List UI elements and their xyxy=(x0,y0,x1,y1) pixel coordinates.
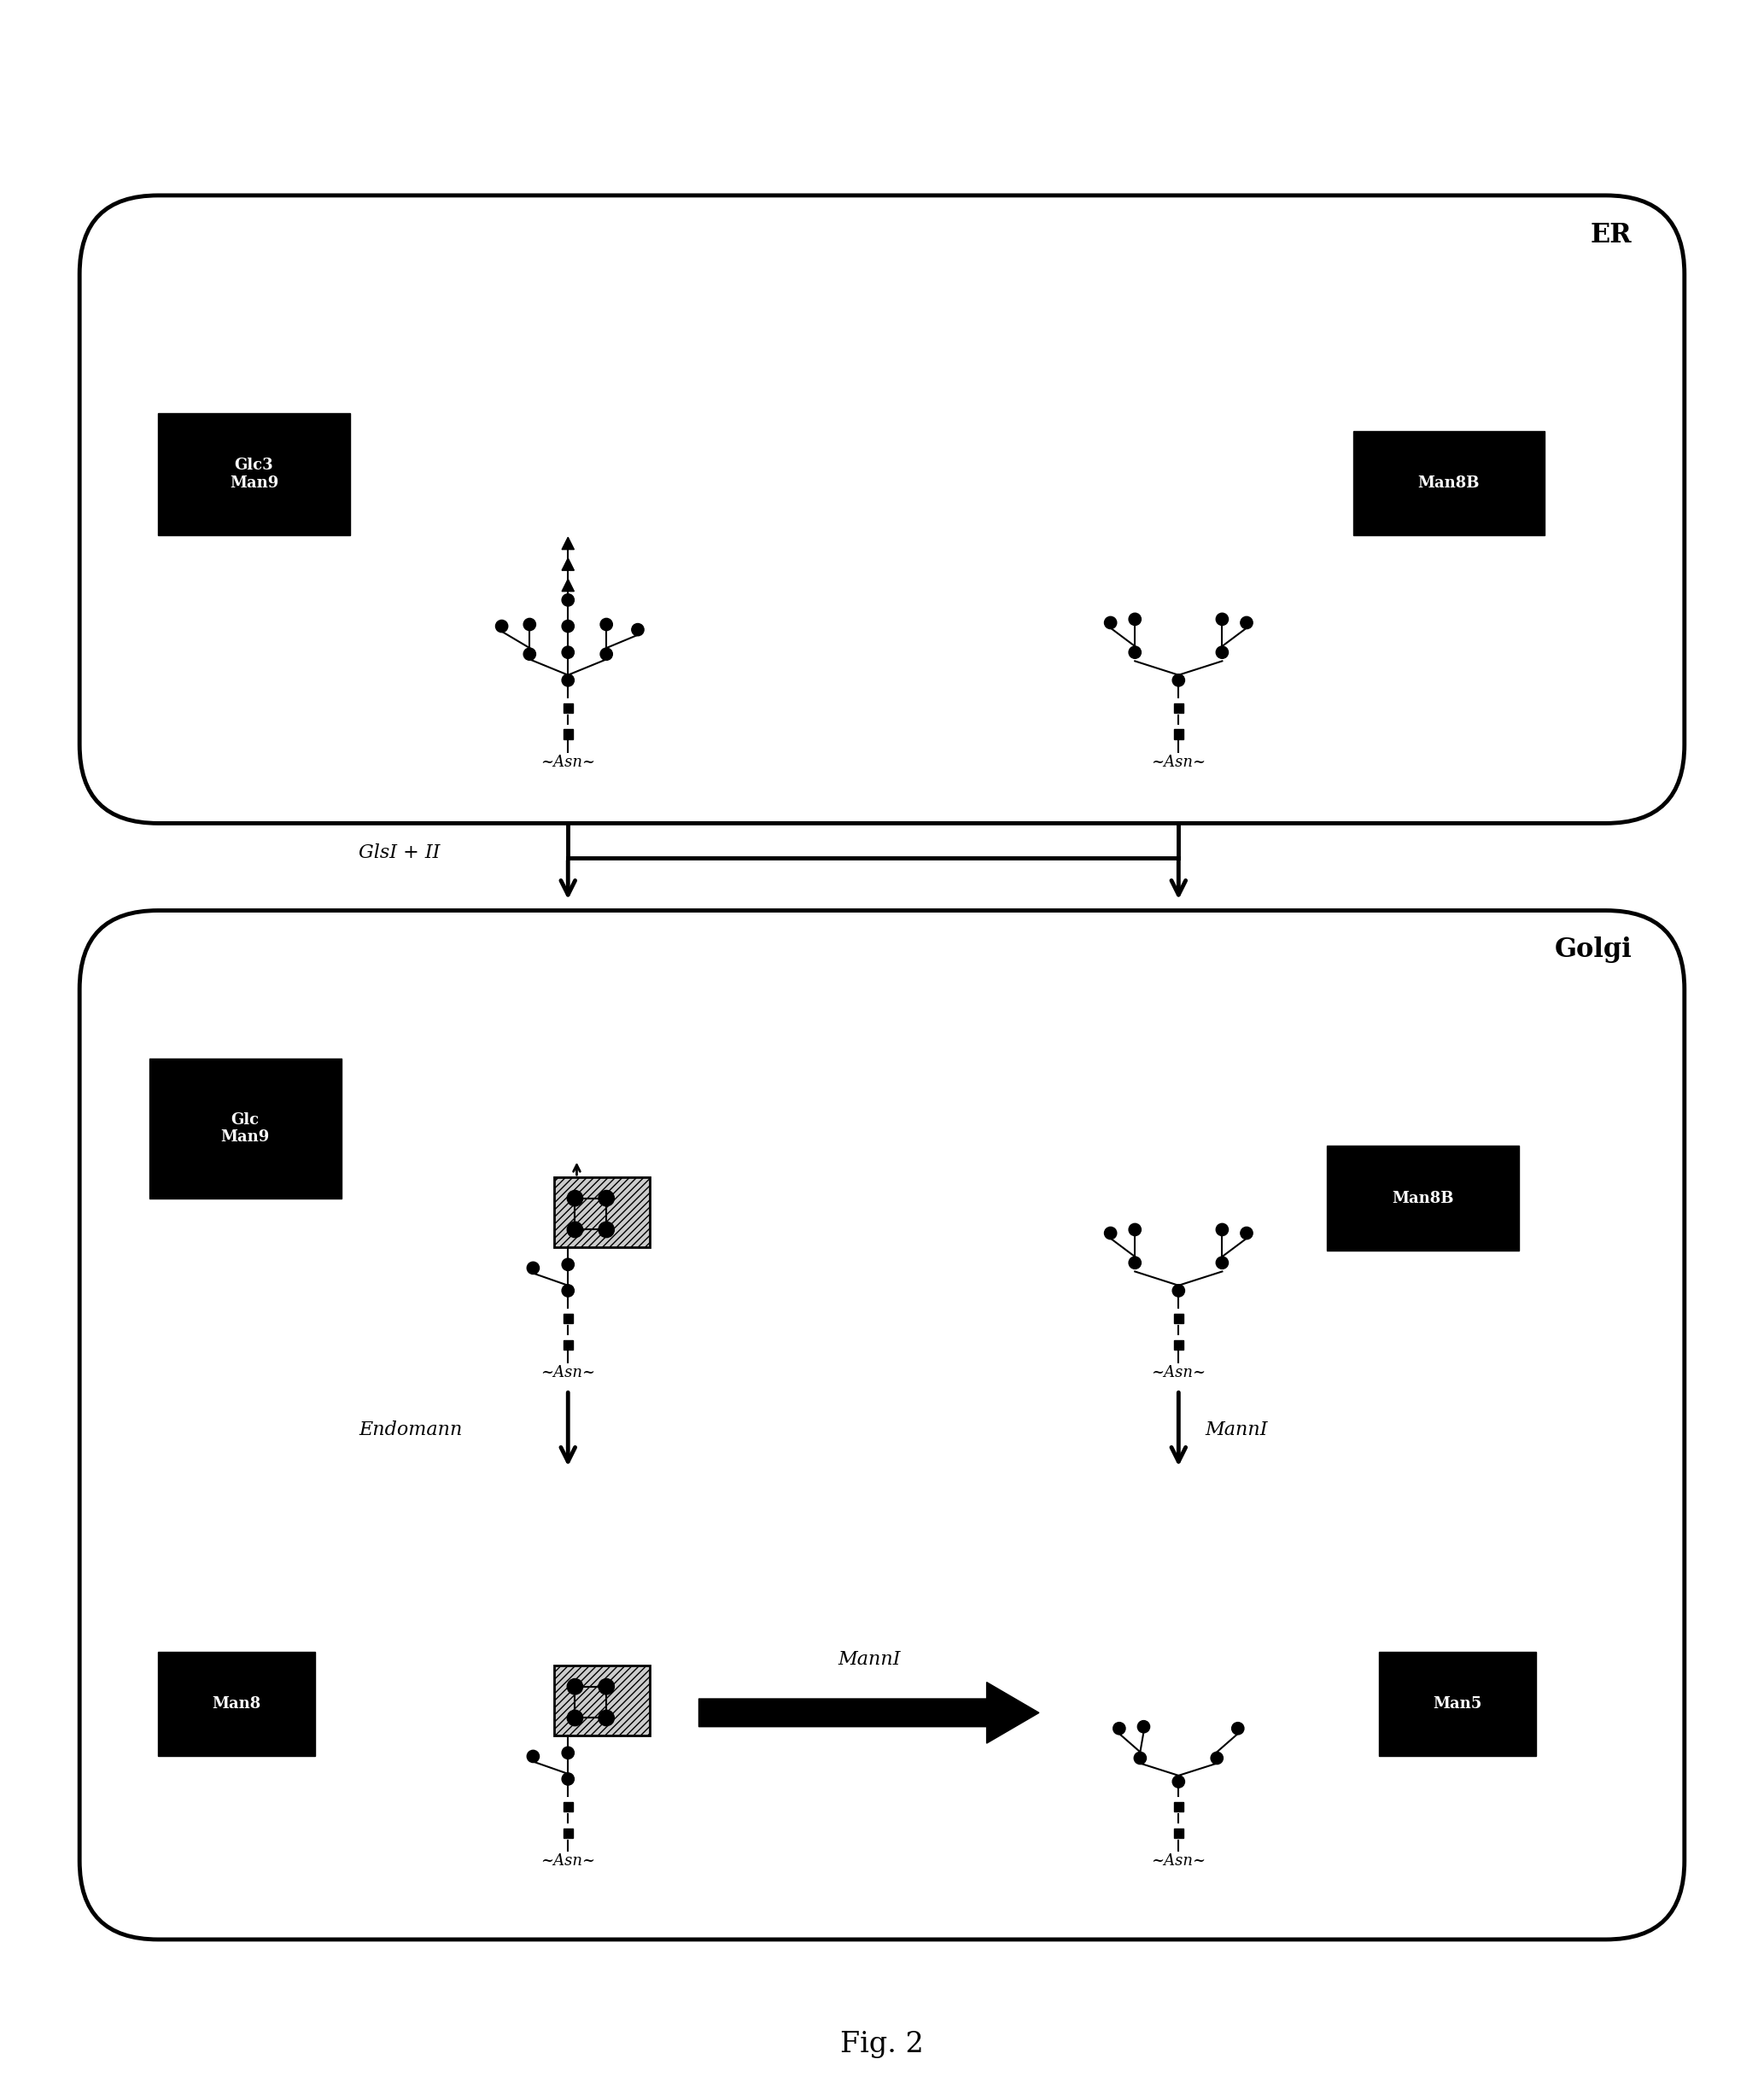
Bar xyxy=(563,1802,573,1812)
Circle shape xyxy=(600,617,612,630)
Circle shape xyxy=(524,617,536,630)
Bar xyxy=(1327,1147,1519,1252)
Circle shape xyxy=(1240,617,1252,628)
Circle shape xyxy=(524,649,536,659)
Polygon shape xyxy=(563,559,573,571)
Circle shape xyxy=(568,1191,582,1205)
Bar xyxy=(150,1058,340,1199)
Circle shape xyxy=(1104,617,1117,628)
Text: Glc
Man9: Glc Man9 xyxy=(220,1111,270,1145)
Circle shape xyxy=(563,619,573,632)
FancyBboxPatch shape xyxy=(79,911,1685,1940)
Circle shape xyxy=(1129,1256,1141,1268)
Bar xyxy=(1173,1802,1184,1812)
Circle shape xyxy=(1173,1774,1185,1787)
Bar xyxy=(1173,1315,1184,1323)
Bar xyxy=(159,1653,316,1756)
Text: Man8B: Man8B xyxy=(1392,1191,1454,1205)
Text: ~Asn~: ~Asn~ xyxy=(1152,1365,1207,1380)
Circle shape xyxy=(1129,647,1141,659)
Bar xyxy=(563,1315,573,1323)
Text: ER: ER xyxy=(1591,223,1632,248)
Text: ~Asn~: ~Asn~ xyxy=(1152,1854,1207,1869)
Circle shape xyxy=(1129,1224,1141,1235)
Text: MannI: MannI xyxy=(1205,1422,1268,1441)
Text: Glc3
Man9: Glc3 Man9 xyxy=(229,458,279,491)
Circle shape xyxy=(527,1262,540,1275)
Circle shape xyxy=(1173,674,1185,687)
Circle shape xyxy=(568,1678,582,1695)
Circle shape xyxy=(496,619,508,632)
Circle shape xyxy=(563,1747,573,1760)
Bar xyxy=(563,729,573,739)
Text: Fig. 2: Fig. 2 xyxy=(840,2031,924,2058)
Bar xyxy=(563,1829,573,1838)
Text: ~Asn~: ~Asn~ xyxy=(540,754,596,771)
Text: Man8: Man8 xyxy=(212,1697,261,1711)
Text: ~Asn~: ~Asn~ xyxy=(540,1854,596,1869)
Text: GlsI + II: GlsI + II xyxy=(358,844,439,863)
Circle shape xyxy=(1129,613,1141,626)
Bar xyxy=(1173,704,1184,714)
Circle shape xyxy=(598,1678,614,1695)
Bar xyxy=(1173,1829,1184,1838)
Text: ~Asn~: ~Asn~ xyxy=(1152,754,1207,771)
Polygon shape xyxy=(563,580,573,592)
Circle shape xyxy=(1231,1722,1244,1735)
Circle shape xyxy=(1215,1224,1228,1235)
Circle shape xyxy=(632,624,644,636)
Bar xyxy=(1173,729,1184,739)
Circle shape xyxy=(568,1709,582,1726)
Bar xyxy=(159,414,349,536)
FancyBboxPatch shape xyxy=(79,195,1685,823)
Circle shape xyxy=(1113,1722,1125,1735)
Circle shape xyxy=(1240,1226,1252,1239)
Bar xyxy=(563,704,573,714)
Circle shape xyxy=(563,647,573,659)
Text: Man5: Man5 xyxy=(1432,1697,1482,1711)
Circle shape xyxy=(563,1772,573,1785)
Text: ~Asn~: ~Asn~ xyxy=(540,1365,596,1380)
Circle shape xyxy=(598,1709,614,1726)
FancyArrow shape xyxy=(699,1682,1039,1743)
Circle shape xyxy=(563,1258,573,1270)
Circle shape xyxy=(527,1749,540,1762)
Circle shape xyxy=(598,1191,614,1205)
Text: Man8B: Man8B xyxy=(1418,475,1480,491)
Circle shape xyxy=(1215,647,1228,659)
Circle shape xyxy=(1215,613,1228,626)
Bar xyxy=(563,1340,573,1350)
Circle shape xyxy=(1134,1751,1147,1764)
Circle shape xyxy=(598,1222,614,1237)
Circle shape xyxy=(568,1222,582,1237)
Text: Golgi: Golgi xyxy=(1554,937,1632,964)
Bar xyxy=(1379,1653,1536,1756)
Bar xyxy=(554,1665,649,1735)
Circle shape xyxy=(1104,1226,1117,1239)
Text: Endomann: Endomann xyxy=(358,1422,462,1441)
Circle shape xyxy=(563,594,573,607)
Text: MannI: MannI xyxy=(838,1651,900,1670)
Circle shape xyxy=(1210,1751,1222,1764)
Circle shape xyxy=(1138,1720,1150,1732)
Circle shape xyxy=(600,649,612,659)
Circle shape xyxy=(563,1285,573,1298)
Polygon shape xyxy=(563,538,573,550)
Circle shape xyxy=(1173,1285,1185,1298)
Circle shape xyxy=(563,674,573,687)
Bar xyxy=(1353,430,1545,536)
Bar xyxy=(554,1178,649,1247)
Circle shape xyxy=(1215,1256,1228,1268)
Bar xyxy=(1173,1340,1184,1350)
